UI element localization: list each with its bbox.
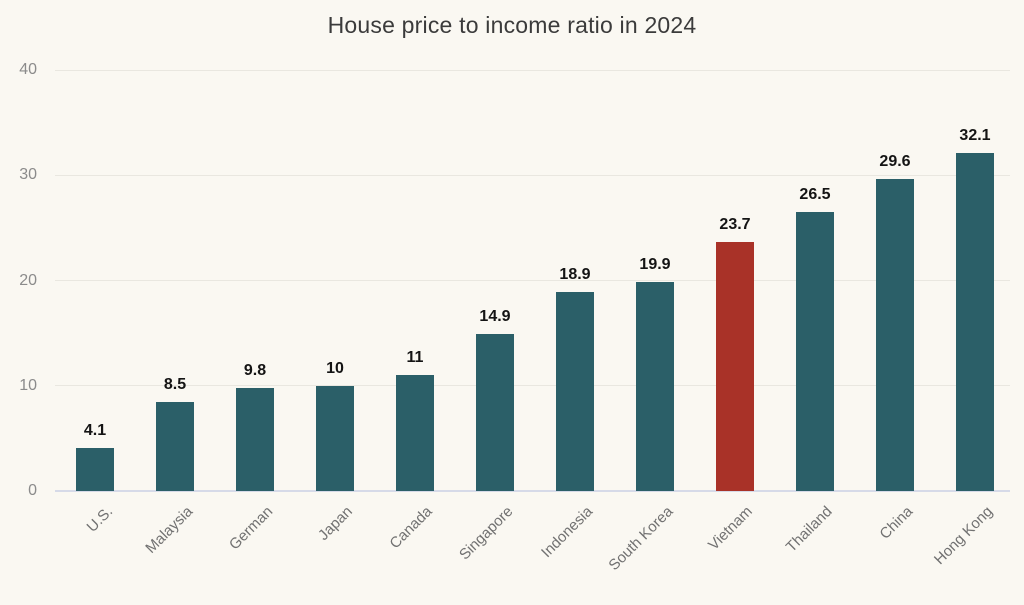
x-axis-category-label: China xyxy=(876,503,917,543)
y-axis-tick-label: 40 xyxy=(19,61,37,78)
x-axis-category-label: Canada xyxy=(386,503,437,553)
x-axis-category-label: Thailand xyxy=(783,503,837,556)
x-axis-category-label: German xyxy=(225,503,277,554)
bar-value-label: 19.9 xyxy=(639,255,671,273)
bar-value-label: 4.1 xyxy=(83,421,107,439)
bar-japan xyxy=(316,385,354,491)
y-axis-tick-label: 20 xyxy=(19,271,37,289)
bar-value-label: 29.6 xyxy=(879,153,911,171)
chart-title: House price to income ratio in 2024 xyxy=(327,12,697,38)
x-axis-category-label: Malaysia xyxy=(142,503,197,557)
gridline xyxy=(55,385,1010,387)
gridline xyxy=(55,174,1010,176)
bar-value-label: 23.7 xyxy=(719,215,751,233)
x-axis-category-label: Indonesia xyxy=(537,503,597,562)
x-axis-category-label: Hong Kong xyxy=(930,503,997,569)
bar-u-s xyxy=(76,447,114,491)
y-axis-tick-label: 10 xyxy=(19,376,37,394)
y-axis-tick-label: 30 xyxy=(19,166,37,184)
x-axis-category-label: Singapore xyxy=(455,503,517,564)
bar-value-label: 10 xyxy=(326,359,344,377)
bar-canada xyxy=(396,375,434,491)
bar-value-label: 14.9 xyxy=(479,308,511,326)
bar-singapore xyxy=(476,334,514,491)
bar-vietnam xyxy=(716,241,754,491)
bar-indonesia xyxy=(556,292,594,491)
bar-thailand xyxy=(796,212,834,491)
bar-value-label: 11 xyxy=(406,349,424,367)
bar-malaysia xyxy=(156,401,194,491)
x-axis-category-label: Vietnam xyxy=(705,503,757,554)
x-axis-category-label: U.S. xyxy=(83,503,117,536)
gridline xyxy=(55,280,1010,281)
bar-value-label: 9.8 xyxy=(243,361,267,379)
plot-area: 0 10 20 30 40 4.1 U.S. 8.5 Malaysia 9.8 German 10 Ja… xyxy=(19,61,1010,574)
bar-german xyxy=(236,387,274,491)
gridline xyxy=(55,69,1010,71)
x-axis-category-label: South Korea xyxy=(605,503,677,574)
x-axis-category-label: Japan xyxy=(315,503,357,544)
bar-value-label: 26.5 xyxy=(799,186,831,204)
bar-south-korea xyxy=(636,281,674,491)
bar-value-label: 32.1 xyxy=(959,127,991,145)
x-axis-line xyxy=(55,490,1010,492)
bar-value-label: 8.5 xyxy=(163,375,187,393)
bar-value-label: 18.9 xyxy=(559,266,591,284)
bar-china xyxy=(876,179,914,491)
bar-hong-kong xyxy=(956,153,994,491)
y-axis-tick-label: 0 xyxy=(28,482,37,499)
